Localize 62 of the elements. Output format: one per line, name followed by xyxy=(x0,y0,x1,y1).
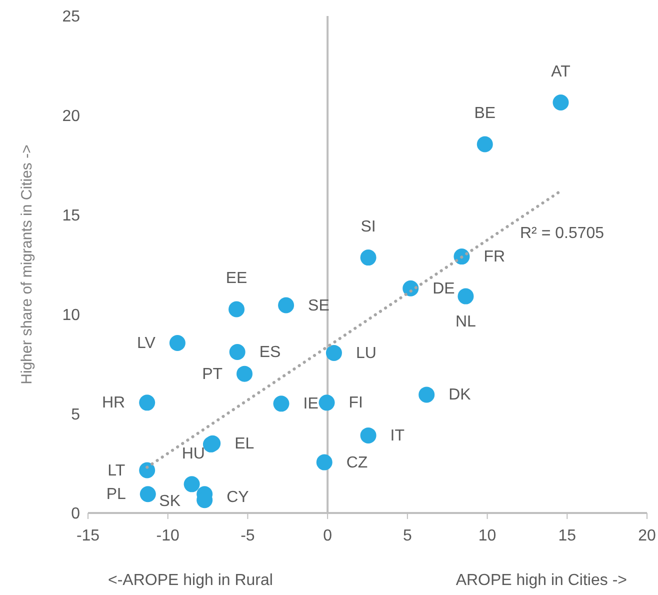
y-tick-label: 15 xyxy=(62,207,80,224)
data-label: FR xyxy=(484,248,506,266)
data-label: CZ xyxy=(346,454,368,472)
point xyxy=(552,94,569,110)
point xyxy=(326,344,342,361)
point xyxy=(458,288,474,304)
data-label: ES xyxy=(259,344,281,361)
text: AROPE high in Cities -> xyxy=(456,572,627,589)
point xyxy=(476,136,493,152)
data-label: LT xyxy=(108,462,126,480)
x-tick-label: 20 xyxy=(638,527,656,544)
point xyxy=(184,476,200,492)
y-tick-label: 5 xyxy=(71,406,80,424)
point xyxy=(139,394,156,411)
point xyxy=(228,301,245,318)
x-tick-label: -10 xyxy=(156,527,180,544)
data-label: EL xyxy=(234,435,254,452)
annotation: R² = 0.5705 xyxy=(520,225,604,242)
data-label: DE xyxy=(432,280,455,298)
point xyxy=(316,454,332,470)
point xyxy=(278,297,294,314)
y-tick-label: 0 xyxy=(71,506,80,523)
point xyxy=(139,462,156,478)
y-tick-label: 25 xyxy=(62,8,80,26)
data-label: SI xyxy=(360,218,376,236)
data-label: EE xyxy=(226,270,248,288)
x-tick-label: 0 xyxy=(323,527,332,544)
text: <-AROPE high in Rural xyxy=(108,572,273,589)
point xyxy=(360,250,376,266)
data-label: HU xyxy=(182,445,205,462)
x-tick-label: -15 xyxy=(76,527,100,544)
y-tick-label: 10 xyxy=(62,306,80,324)
data-label: PT xyxy=(202,366,223,383)
x-tick-label: 10 xyxy=(478,527,496,544)
data-label: NL xyxy=(456,313,476,330)
data-label: FI xyxy=(348,394,363,412)
point xyxy=(318,394,335,411)
data-label: SK xyxy=(159,493,181,510)
data-label: LU xyxy=(356,344,376,362)
point xyxy=(229,344,246,360)
point xyxy=(273,396,290,412)
data-label: IT xyxy=(390,427,405,444)
data-label: AT xyxy=(551,63,571,80)
y-axis-title: Higher share of migrants in Cities -> xyxy=(18,144,36,384)
point xyxy=(169,335,186,352)
data-label: BE xyxy=(474,105,496,122)
point xyxy=(140,486,156,502)
x-tick-label: -5 xyxy=(240,527,255,544)
data-label: PL xyxy=(106,486,126,504)
point xyxy=(418,386,435,403)
data-label: IE xyxy=(303,396,318,413)
data-label: HR xyxy=(102,394,126,412)
data-label: SE xyxy=(308,297,330,314)
point xyxy=(236,366,253,382)
point xyxy=(402,280,419,296)
point xyxy=(360,427,376,444)
y-tick-label: 20 xyxy=(62,108,80,126)
x-tick-label: 15 xyxy=(558,527,576,544)
x-tick-label: 5 xyxy=(402,527,412,544)
data-label: LV xyxy=(137,335,156,352)
data-label: CY xyxy=(226,489,250,506)
data-label: DK xyxy=(448,386,472,404)
